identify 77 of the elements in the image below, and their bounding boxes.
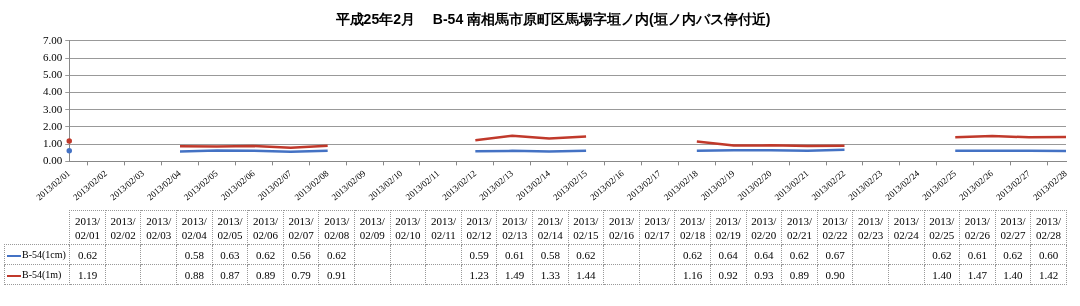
- category-label: 2013/02/06: [252, 214, 279, 241]
- data-label: 1.47: [959, 264, 996, 285]
- data-label: 0.89: [781, 264, 818, 285]
- data-label: 0.63: [212, 244, 248, 265]
- data-label: 0.91: [318, 264, 355, 285]
- category-label: 2013/02/07: [288, 214, 314, 241]
- data-label: 0.62: [781, 244, 818, 265]
- y-tick-label: 5.00: [43, 68, 63, 81]
- category-label: 2013/02/04: [181, 214, 207, 241]
- data-label: 0.93: [746, 264, 782, 285]
- category-label: 2013/02/16: [608, 214, 634, 241]
- category-label: 2013/02/27: [1000, 214, 1026, 241]
- data-label: 1.44: [568, 264, 604, 285]
- category-label: 2013/02/22: [822, 214, 848, 241]
- category-label: 2013/02/19: [715, 214, 741, 241]
- data-label: 0.56: [283, 244, 319, 265]
- data-label: 1.23: [461, 264, 497, 285]
- category-label: 2013/02/20: [751, 214, 777, 241]
- data-label: 1.33: [532, 264, 569, 285]
- y-tick-label: 1.00: [43, 137, 63, 150]
- category-label: 2013/02/25: [929, 214, 955, 241]
- category-label: 2013/02/17: [644, 214, 670, 241]
- data-label: 0.90: [817, 264, 853, 285]
- data-label: 0.92: [710, 264, 747, 285]
- y-tick-label: 7.00: [43, 33, 63, 46]
- category-label: 2013/02/05: [217, 214, 243, 241]
- category-label: 2013/02/26: [964, 214, 990, 241]
- category-label: 2013/02/08: [324, 214, 350, 241]
- data-label: 0.62: [318, 244, 355, 265]
- data-label: 0.62: [568, 244, 604, 265]
- data-label: 0.62: [995, 244, 1031, 265]
- category-label: 2013/02/18: [680, 214, 706, 241]
- data-label: 0.62: [247, 244, 284, 265]
- data-label: 1.42: [1030, 264, 1067, 285]
- data-label: 0.62: [924, 244, 960, 265]
- data-label: 0.64: [746, 244, 782, 265]
- data-label: 0.64: [710, 244, 747, 265]
- y-tick-label: 4.00: [43, 85, 63, 98]
- category-label: 2013/02/01: [75, 214, 101, 241]
- data-label: 0.61: [496, 244, 533, 265]
- data-label: 0.79: [283, 264, 319, 285]
- data-label: 1.40: [924, 264, 960, 285]
- data-label: 0.61: [959, 244, 996, 265]
- category-label: 2013/02/02: [110, 214, 136, 241]
- y-tick-label: 0.00: [43, 154, 63, 167]
- category-label: 2013/02/14: [537, 214, 563, 241]
- data-label: 0.87: [212, 264, 248, 285]
- category-label: 2013/02/03: [146, 214, 172, 241]
- category-label: 2013/02/21: [786, 214, 812, 241]
- data-label: 0.58: [532, 244, 569, 265]
- data-label: 1.40: [995, 264, 1031, 285]
- y-tick-label: 6.00: [43, 50, 63, 63]
- category-label: 2013/02/13: [502, 214, 528, 241]
- data-label: 0.67: [817, 244, 853, 265]
- category-label: 2013/02/23: [858, 214, 884, 241]
- data-label: 1.19: [69, 264, 106, 285]
- category-label: 2013/02/10: [395, 214, 421, 241]
- y-tick-label: 2.00: [43, 119, 63, 132]
- category-label: 2013/02/15: [573, 214, 599, 241]
- category-label: 2013/02/11: [430, 214, 457, 241]
- data-label: 0.62: [674, 244, 711, 265]
- data-label: 0.62: [69, 244, 106, 265]
- legend-label: B-54(1m): [22, 269, 62, 280]
- legend-label: B-54(1cm): [22, 249, 66, 260]
- data-label: 0.58: [176, 244, 213, 265]
- data-label: 0.89: [247, 264, 284, 285]
- category-label: 2013/02/28: [1036, 214, 1062, 241]
- category-label: 2013/02/09: [359, 214, 385, 241]
- chart-title: 平成25年2月 B-54 南相馬市原町区馬場字垣ノ内(垣ノ内バス停付近): [334, 11, 771, 28]
- y-tick-label: 3.00: [43, 102, 63, 115]
- data-label: 0.60: [1030, 244, 1067, 265]
- data-label: 1.49: [496, 264, 533, 285]
- data-label: 0.59: [461, 244, 497, 265]
- data-label: 1.16: [674, 264, 711, 285]
- category-label: 2013/02/24: [893, 214, 919, 241]
- data-label: 0.88: [176, 264, 213, 285]
- category-label: 2013/02/12: [466, 214, 492, 241]
